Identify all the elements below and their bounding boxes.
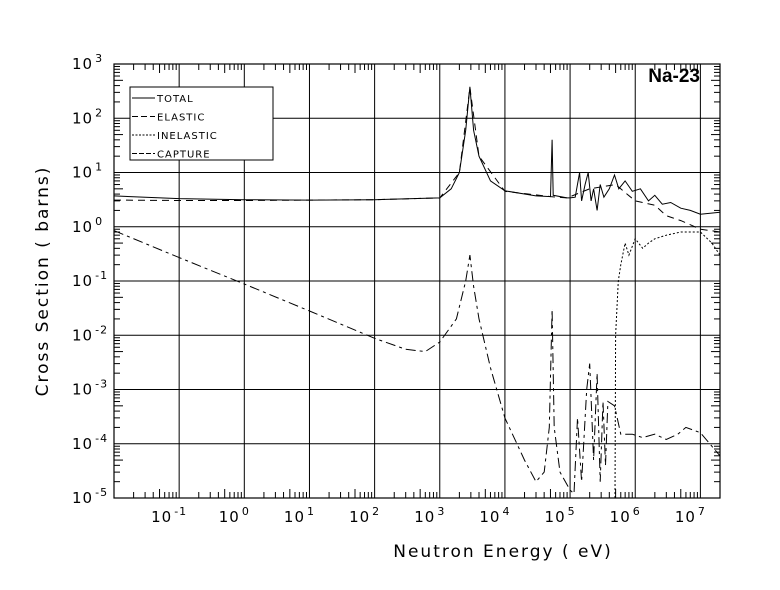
x-tick-label: 10 -1 [151, 505, 187, 526]
y-axis-label: Cross Section ( barns) [33, 166, 53, 397]
y-tick-label: 10 -5 [72, 486, 108, 507]
series-capture [113, 230, 721, 495]
grid [113, 64, 721, 499]
legend-label-total: TOTAL [156, 94, 194, 105]
legend-label-capture: CAPTURE [157, 150, 211, 161]
y-tick-label: 10 -2 [72, 323, 108, 344]
x-tick-label: 10 3 [414, 505, 445, 526]
y-tick-label: 10 -3 [72, 378, 108, 399]
x-tick-label: 10 4 [479, 505, 510, 526]
tick-labels: 10 -1 10 0 10 1 10 2 10 3 10 4 10 5 10 6 10 7 10 3 10 2 10 1 10 0… [72, 52, 706, 526]
x-tick-label: 10 1 [284, 505, 315, 526]
series-layer [113, 86, 721, 499]
series-elastic [113, 87, 721, 233]
legend: TOTAL ELASTIC INELASTIC CAPTURE [129, 86, 274, 161]
y-tick-label: 10 0 [72, 215, 103, 236]
chart-title: Na-23 [648, 66, 700, 87]
x-tick-label: 10 2 [349, 505, 380, 526]
x-tick-label: 10 6 [610, 505, 641, 526]
x-tick-label: 10 5 [545, 505, 576, 526]
legend-label-elastic: ELASTIC [157, 113, 205, 124]
x-tick-label: 10 7 [675, 505, 706, 526]
x-tick-label: 10 0 [219, 505, 250, 526]
y-tick-label: 10 1 [72, 161, 103, 182]
y-tick-label: 10 -4 [72, 432, 108, 453]
series-inelastic [614, 231, 721, 499]
legend-label-inelastic: INELASTIC [157, 131, 218, 142]
y-tick-label: 10 2 [72, 106, 103, 127]
legend-box [129, 86, 274, 161]
y-tick-label: 10 3 [72, 52, 103, 73]
x-axis-label: Neutron Energy ( eV) [393, 542, 613, 562]
y-tick-label: 10 -1 [72, 269, 108, 290]
plot-frame [113, 63, 721, 499]
